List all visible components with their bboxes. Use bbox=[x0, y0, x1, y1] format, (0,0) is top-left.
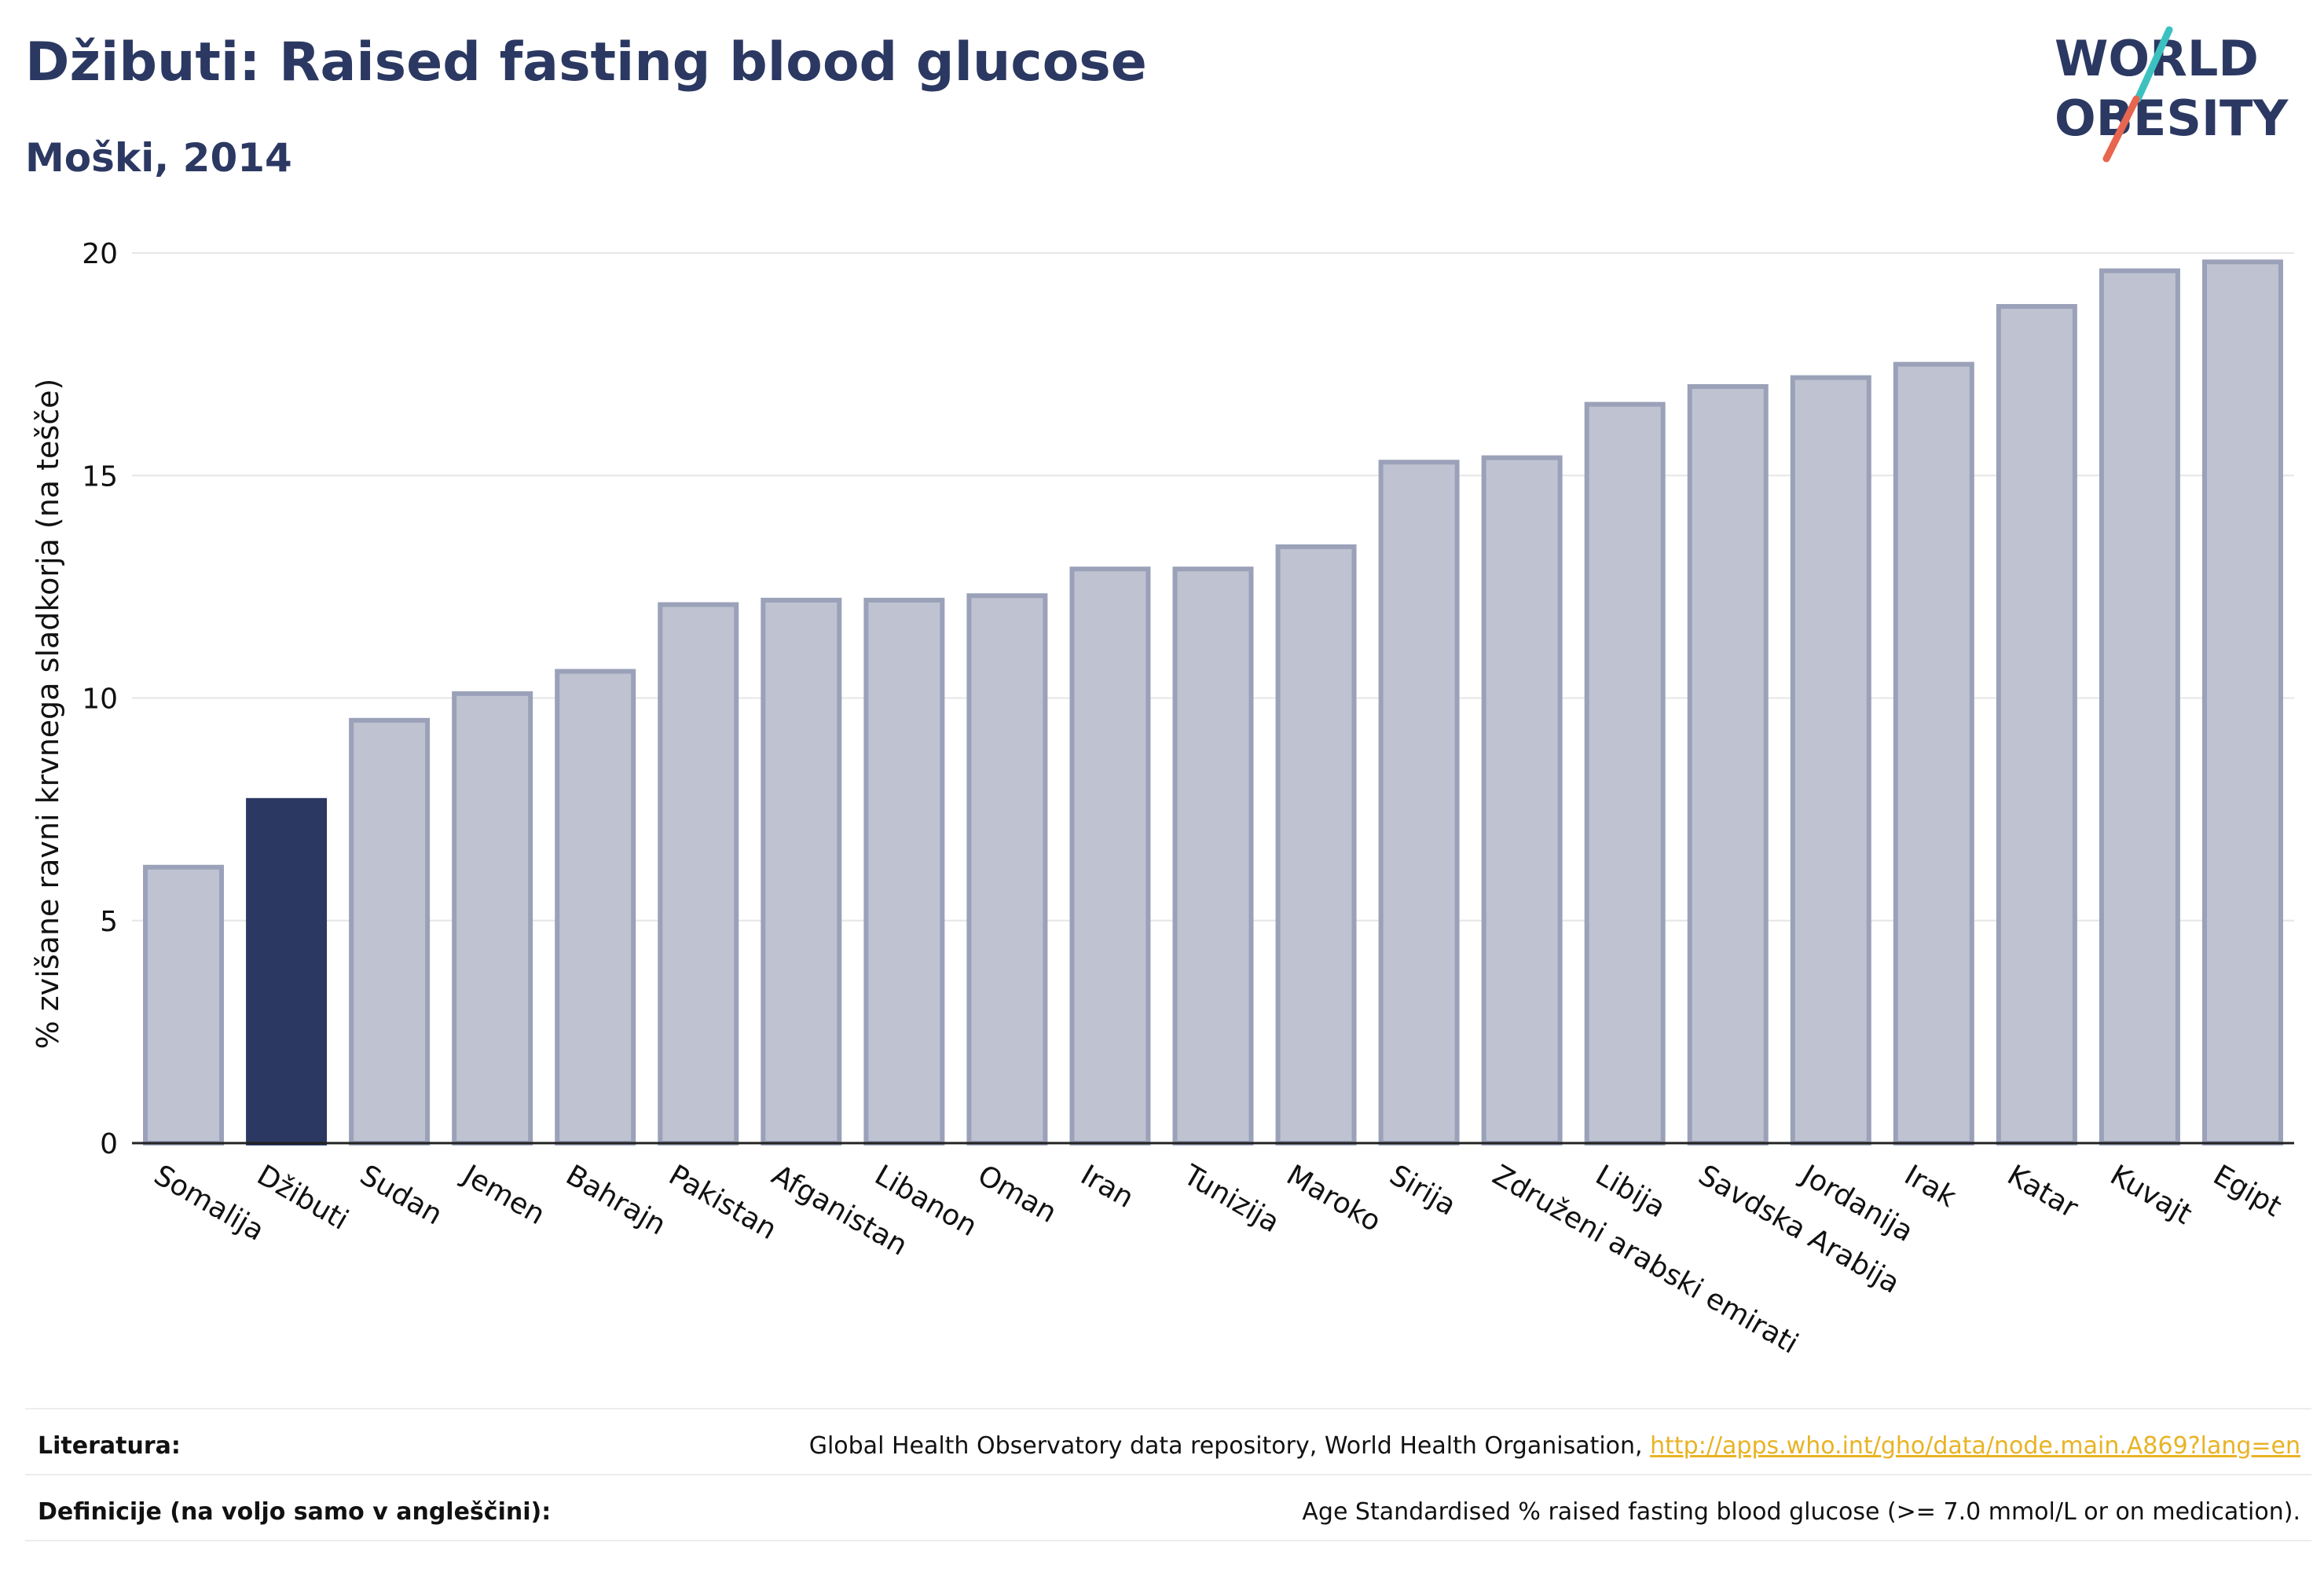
x-tick-label: Džibuti bbox=[251, 1159, 354, 1237]
footer-definitions-row: Definicije (na voljo samo v angleščini):… bbox=[38, 1488, 2300, 1535]
definitions-label: Definicije (na voljo samo v angleščini): bbox=[38, 1497, 552, 1526]
logo-slash-coral bbox=[2102, 95, 2140, 163]
bar bbox=[1069, 566, 1151, 1145]
x-tick-label: Somalija bbox=[148, 1159, 269, 1248]
x-tick-label: Libija bbox=[1590, 1159, 1671, 1224]
x-tick-label: Sudan bbox=[354, 1159, 448, 1231]
x-tick-label: Tunizija bbox=[1178, 1159, 1285, 1240]
footer-sources-row: Literatura: Global Health Observatory da… bbox=[38, 1422, 2300, 1469]
x-tick-label: Maroko bbox=[1281, 1159, 1387, 1238]
bar bbox=[761, 597, 842, 1145]
y-tick-label: 20 bbox=[82, 238, 118, 270]
x-tick-label: Oman bbox=[972, 1159, 1061, 1230]
y-tick-label: 10 bbox=[82, 684, 118, 716]
y-tick-label: 0 bbox=[100, 1128, 118, 1160]
sources-value: Global Health Observatory data repositor… bbox=[809, 1432, 2300, 1460]
bar bbox=[966, 593, 1048, 1145]
bar bbox=[555, 669, 636, 1145]
x-tick-label: Sirija bbox=[1384, 1159, 1461, 1222]
bar bbox=[246, 797, 328, 1145]
sources-label: Literatura: bbox=[38, 1431, 181, 1460]
chart-title: Džibuti: Raised fasting blood glucose bbox=[25, 31, 1147, 93]
y-tick-label: 5 bbox=[100, 906, 118, 938]
footer-divider bbox=[25, 1474, 2311, 1475]
bar bbox=[1378, 460, 1460, 1145]
x-tick-label: Iran bbox=[1075, 1159, 1138, 1215]
footer-divider bbox=[25, 1540, 2311, 1541]
bar bbox=[1996, 303, 2077, 1146]
logo-line2: OBESITY bbox=[2055, 90, 2289, 147]
bar bbox=[1893, 361, 1974, 1145]
bars bbox=[143, 259, 2283, 1146]
world-obesity-logo: WORLD OBESITY bbox=[2055, 26, 2289, 163]
bar bbox=[349, 717, 431, 1145]
footer-divider bbox=[25, 1408, 2311, 1409]
definitions-text: Age Standardised % raised fasting blood … bbox=[1302, 1497, 2300, 1526]
sources-text: Global Health Observatory data repositor… bbox=[808, 1431, 1643, 1460]
bar bbox=[2201, 259, 2283, 1146]
x-tick-label: Jemen bbox=[456, 1158, 550, 1231]
bar bbox=[1275, 544, 1357, 1145]
x-tick-label: Egipt bbox=[2208, 1159, 2287, 1223]
bar bbox=[1790, 375, 1871, 1145]
x-tick-label: Katar bbox=[2002, 1159, 2084, 1225]
bar bbox=[1481, 455, 1563, 1145]
x-tick-label: Bahrajn bbox=[560, 1159, 671, 1241]
bar bbox=[1687, 383, 1769, 1145]
logo-slash-teal bbox=[2134, 26, 2173, 103]
bar bbox=[658, 602, 739, 1145]
bar bbox=[1172, 566, 1254, 1145]
bar bbox=[1584, 401, 1666, 1145]
bar bbox=[452, 691, 533, 1145]
chart-subtitle: Moški, 2014 bbox=[25, 135, 292, 181]
bar bbox=[143, 864, 225, 1146]
y-axis-title-group: % zvišane ravni krvnega sladkorja (na te… bbox=[31, 379, 65, 1050]
bar bbox=[863, 597, 945, 1145]
x-tick-label: Kuvajt bbox=[2105, 1159, 2198, 1231]
y-tick-label: 15 bbox=[82, 460, 118, 493]
sources-link[interactable]: http://apps.who.int/gho/data/node.main.A… bbox=[1650, 1431, 2300, 1460]
y-axis-title: % zvišane ravni krvnega sladkorja (na te… bbox=[31, 379, 65, 1050]
bar bbox=[2099, 268, 2180, 1145]
x-tick-label: Pakistan bbox=[663, 1159, 782, 1246]
x-tick-label: Irak bbox=[1899, 1159, 1962, 1214]
